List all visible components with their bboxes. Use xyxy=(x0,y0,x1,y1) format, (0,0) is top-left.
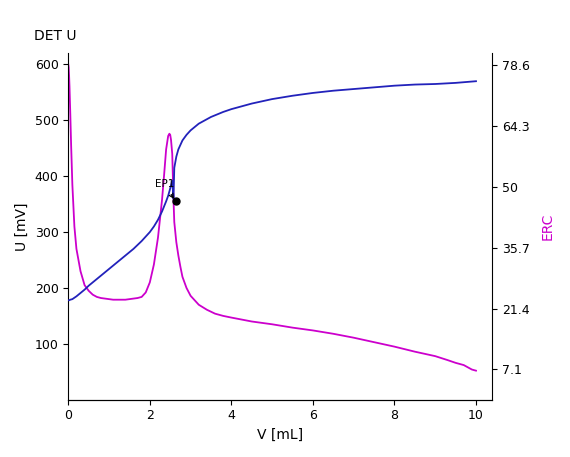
Text: EP1: EP1 xyxy=(155,180,174,198)
Y-axis label: ERC: ERC xyxy=(541,213,555,240)
Text: DET U: DET U xyxy=(34,29,77,43)
X-axis label: V [mL]: V [mL] xyxy=(257,428,303,442)
Y-axis label: U [mV]: U [mV] xyxy=(15,202,29,251)
